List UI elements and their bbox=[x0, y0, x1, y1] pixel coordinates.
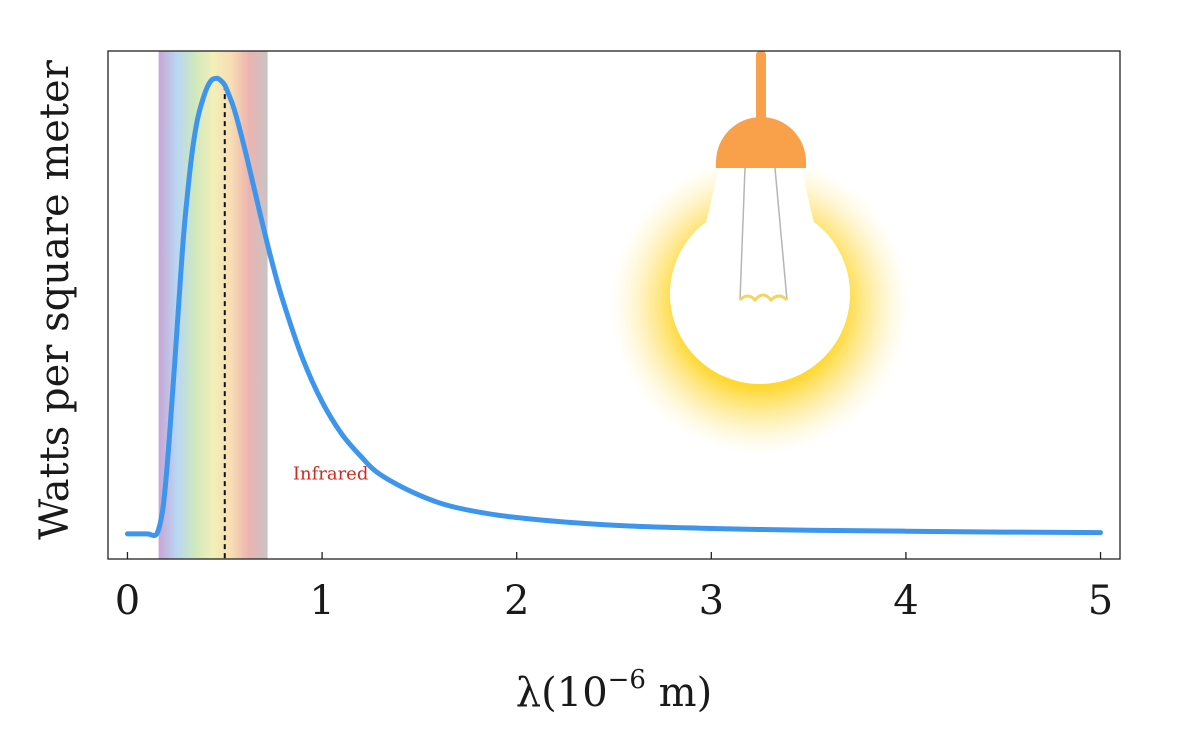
radiation-curve bbox=[125, 75, 1103, 539]
light-bulb-illustration bbox=[610, 51, 910, 455]
bulb-filament-wire-right bbox=[774, 167, 788, 301]
visible-spectrum-band bbox=[158, 51, 268, 559]
x-tick-label-5: 5 bbox=[1088, 578, 1113, 624]
x-tick-label-2: 2 bbox=[504, 578, 529, 624]
bulb-socket bbox=[716, 117, 806, 168]
plot-frame bbox=[107, 50, 1121, 560]
x-tick-label-4: 4 bbox=[893, 578, 918, 624]
infrared-label: Infrared bbox=[293, 463, 368, 484]
bulb-filament-coil bbox=[738, 293, 789, 303]
x-tick-label-0: 0 bbox=[115, 578, 140, 624]
bulb-filament-wire-left bbox=[739, 167, 746, 301]
y-axis-title: Watts per square meter bbox=[32, 59, 78, 540]
x-axis-title: λ(10−6 m) bbox=[516, 665, 712, 716]
bulb-glass bbox=[669, 168, 850, 385]
x-axis-ticks: 0 1 2 3 4 5 bbox=[115, 552, 1113, 624]
x-tick-label-3: 3 bbox=[699, 578, 724, 624]
x-tick-label-1: 1 bbox=[309, 578, 334, 624]
bulb-cord bbox=[756, 51, 766, 121]
